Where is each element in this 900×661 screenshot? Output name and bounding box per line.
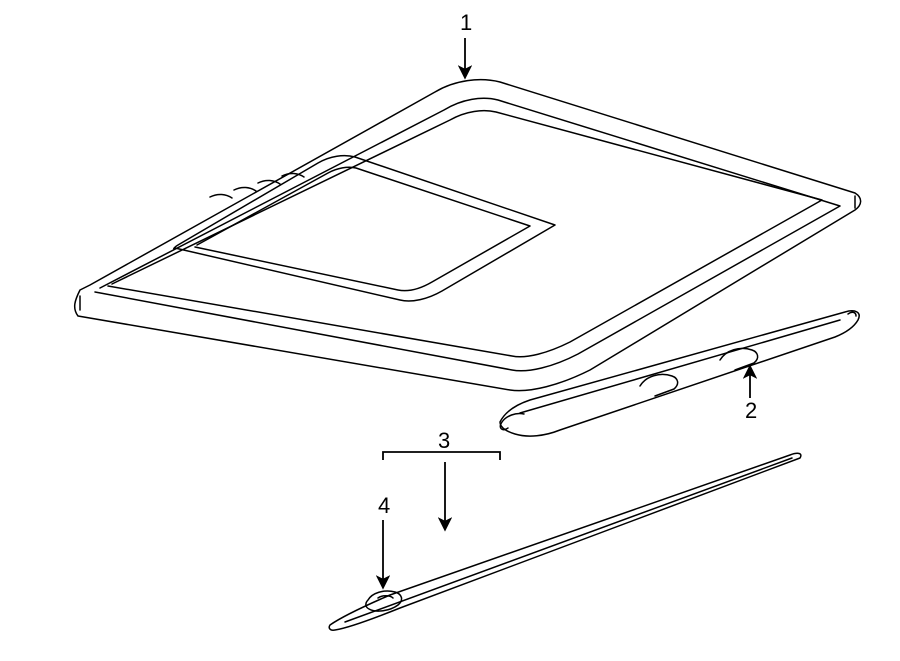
callout-labels: 1 2 3 4 bbox=[378, 10, 757, 518]
callout-leaders bbox=[383, 38, 750, 586]
roof-side-rail bbox=[500, 311, 859, 436]
roof-panel bbox=[75, 80, 861, 391]
callout-label-2: 2 bbox=[745, 398, 757, 423]
callout-label-3: 3 bbox=[438, 428, 450, 453]
parts-diagram: 1 2 3 4 bbox=[0, 0, 900, 661]
callout-label-1: 1 bbox=[460, 10, 472, 35]
callout-label-4: 4 bbox=[378, 493, 390, 518]
